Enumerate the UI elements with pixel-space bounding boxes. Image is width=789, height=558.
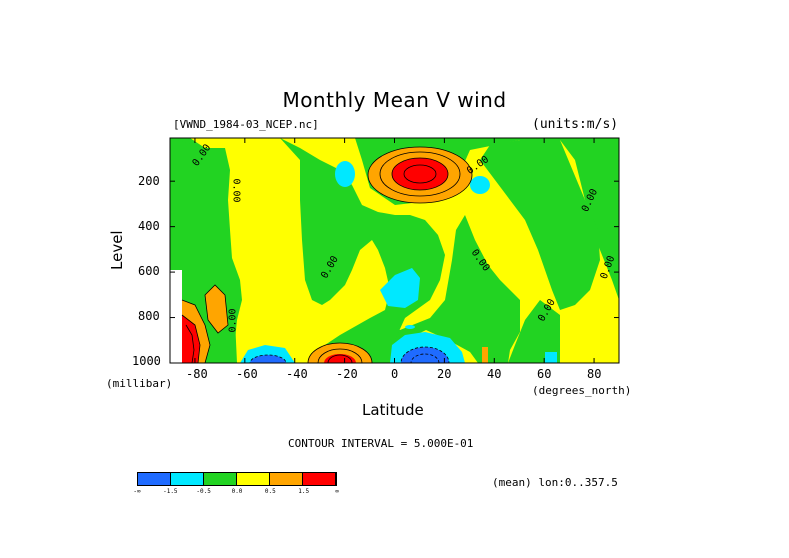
contour-label: 0.00 (230, 178, 242, 203)
field-missing (170, 270, 182, 363)
x-tick-label: 20 (437, 367, 452, 381)
red-lower-south (324, 354, 356, 363)
colorbar-tick-label: 0.5 (264, 488, 276, 495)
chart-title: Monthly Mean V wind (282, 88, 507, 112)
cyan-spot-3 (380, 268, 420, 308)
orange-lower-south (308, 343, 372, 363)
cyan-spot-2 (470, 176, 490, 194)
x-tick-label: 40 (487, 367, 502, 381)
contour-fill (170, 138, 619, 363)
colorbar (137, 472, 337, 486)
x-axis-label: Latitude (362, 401, 424, 419)
x-tick-label: -80 (186, 367, 208, 381)
contour-lines (181, 146, 473, 363)
colorbar-tick-label: ∞ (335, 488, 339, 495)
x-tick-label: -40 (286, 367, 308, 381)
y-tick-label: 600 (138, 264, 160, 278)
field-green-right (480, 140, 600, 310)
orange-right-bottom (482, 347, 488, 363)
jet-red (392, 158, 448, 190)
x-tick-label: -60 (236, 367, 258, 381)
cyan-right-bottom (545, 352, 557, 363)
cyan-spot-1 (335, 161, 355, 187)
dataset-label: [VWND_1984-03_NCEP.nc] (173, 118, 319, 131)
x-tick-label: 80 (587, 367, 602, 381)
cyan-spot-4 (405, 325, 415, 329)
y-tick-label: 200 (138, 174, 160, 188)
contour-interval-label: CONTOUR INTERVAL = 5.000E-01 (288, 437, 474, 450)
colorbar-swatch (237, 473, 270, 485)
blue-lower-eq (401, 347, 449, 363)
blue-lower-south (250, 355, 286, 363)
units-label: (units:m/s) (532, 117, 619, 132)
y-units-label: (millibar) (106, 377, 173, 390)
x-tick-label: 60 (537, 367, 552, 381)
y-axis-label: Level (108, 230, 126, 270)
colorbar-tick-label: -1.5 (163, 488, 178, 495)
colorbar-swatch (138, 473, 171, 485)
colorbar-tick-label: 0.0 (231, 488, 243, 495)
colorbar-swatch (303, 473, 336, 485)
colorbar-tick-label: -∞ (133, 488, 141, 495)
x-tick-label: 0 (391, 367, 399, 381)
y-tick-label: 400 (138, 219, 160, 233)
mean-label: (mean) lon:0..357.5 (492, 476, 618, 489)
y-tick-label: 800 (138, 309, 160, 323)
contour-label: 0.00 (227, 308, 239, 333)
tick-marks (170, 138, 619, 364)
colorbar-swatch (171, 473, 204, 485)
colorbar-tick-label: -0.5 (196, 488, 211, 495)
orange-south-2 (205, 285, 228, 333)
colorbar-swatch (270, 473, 303, 485)
x-tick-label: -20 (336, 367, 358, 381)
y-tick-label: 1000 (132, 354, 161, 368)
field-green-right-low (508, 300, 560, 363)
colorbar-tick-label: 1.5 (298, 488, 310, 495)
x-units-label: (degrees_north) (532, 384, 632, 397)
colorbar-swatch (204, 473, 237, 485)
